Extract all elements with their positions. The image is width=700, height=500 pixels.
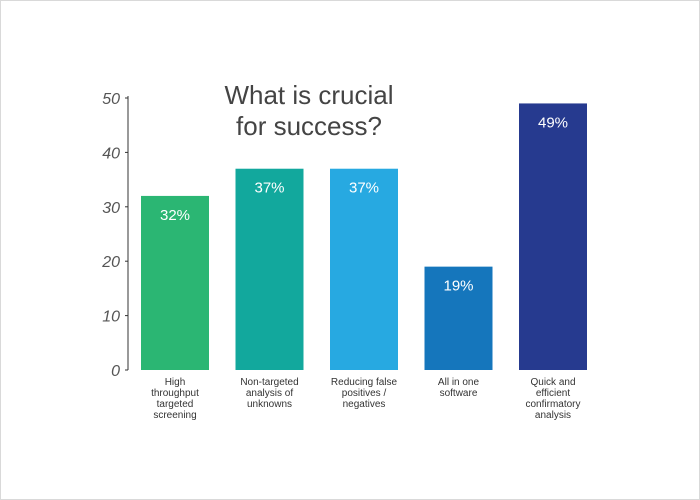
bar bbox=[519, 103, 587, 370]
bar-value-label: 37% bbox=[349, 180, 379, 197]
y-tick-label: 0 bbox=[111, 363, 120, 380]
category-label: All in one software bbox=[438, 377, 480, 399]
y-tick-label: 20 bbox=[101, 254, 120, 271]
category-label: Reducing false positives / negatives bbox=[331, 377, 398, 410]
y-tick-label: 40 bbox=[102, 145, 120, 162]
bar bbox=[330, 168, 398, 370]
bar bbox=[424, 266, 493, 370]
y-tick-label: 50 bbox=[102, 91, 120, 108]
category-label: Non-targeted analysis of unknowns bbox=[240, 377, 298, 410]
y-tick-label: 30 bbox=[102, 200, 120, 217]
bar-value-label: 19% bbox=[443, 278, 473, 295]
bar bbox=[141, 195, 209, 370]
y-tick-label: 10 bbox=[102, 309, 120, 326]
bar bbox=[235, 168, 304, 370]
bar-value-label: 37% bbox=[254, 180, 284, 197]
bar-value-label: 49% bbox=[538, 114, 568, 131]
bar-value-label: 32% bbox=[160, 207, 190, 224]
chart-title-line-1: What is crucial bbox=[224, 80, 393, 110]
category-label: High throughput targeted screening bbox=[151, 377, 199, 421]
category-label: Quick and efficient confirmatory analysis bbox=[525, 377, 580, 421]
chart-title-line-2: for success? bbox=[236, 111, 382, 141]
